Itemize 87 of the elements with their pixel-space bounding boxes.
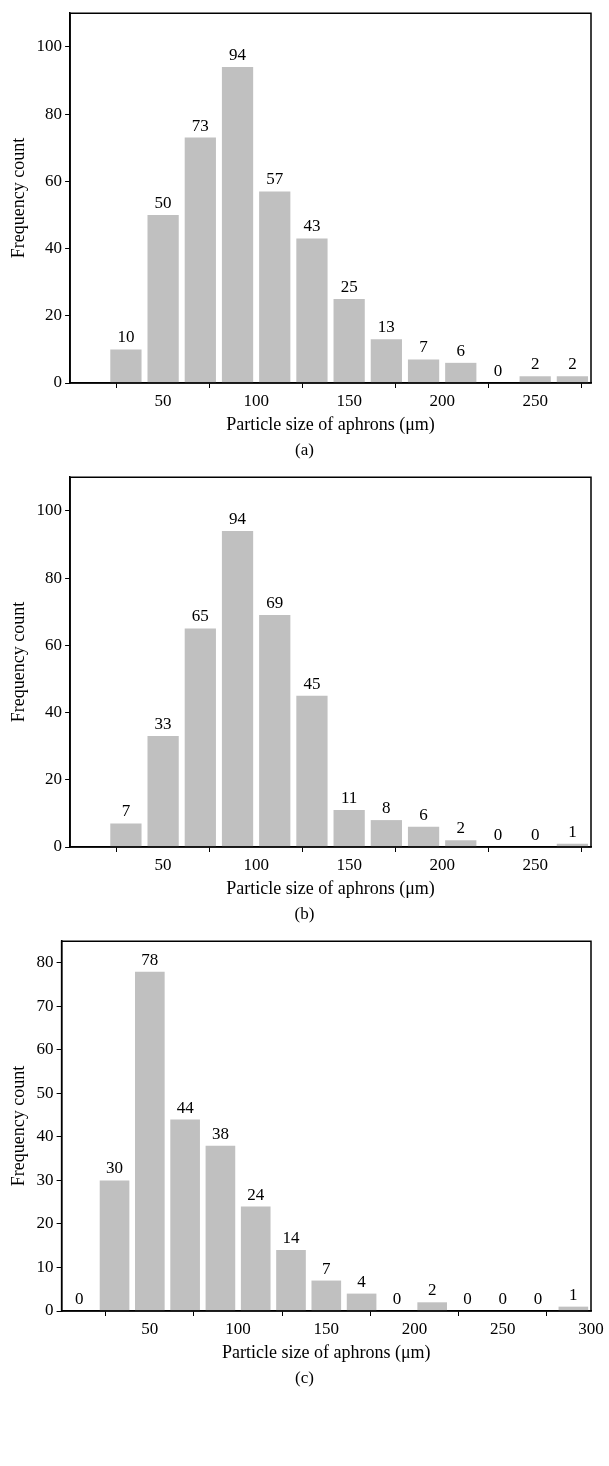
data-label: 7	[322, 1258, 332, 1278]
y-tick-label: 50	[36, 1082, 54, 1102]
y-tick-label: 80	[45, 103, 63, 123]
x-axis-title: Particle size of aphrons (μm)	[226, 413, 435, 435]
y-tick-label: 0	[53, 372, 63, 392]
data-label: 30	[106, 1158, 124, 1178]
data-label: 2	[568, 354, 577, 374]
x-tick-label: 200	[429, 390, 455, 410]
data-label: 2	[427, 1280, 437, 1300]
x-axis-title: Particle size of aphrons (μm)	[222, 1341, 431, 1363]
y-tick-label: 60	[45, 634, 63, 654]
data-label: 6	[419, 804, 428, 824]
x-tick-label: 100	[225, 1318, 251, 1338]
data-label: 14	[282, 1228, 301, 1248]
y-axis-title: Frequency count	[7, 137, 28, 259]
data-label: 24	[247, 1184, 265, 1204]
data-label: 38	[211, 1123, 229, 1143]
y-tick-label: 80	[36, 952, 54, 972]
data-label: 0	[493, 824, 503, 844]
y-tick-label: 0	[45, 1300, 54, 1320]
data-label: 2	[530, 354, 540, 374]
x-tick-label: 250	[522, 390, 548, 410]
data-label: 33	[154, 714, 172, 734]
x-tick-label: 50	[141, 1318, 159, 1338]
data-label: 0	[530, 824, 540, 844]
data-label: 73	[191, 115, 209, 135]
y-tick-label: 40	[36, 1126, 54, 1146]
data-label: 6	[456, 340, 466, 360]
data-label: 8	[382, 798, 391, 818]
y-tick-label: 20	[45, 305, 63, 325]
y-axis-title: Frequency count	[7, 601, 28, 723]
y-axis-title: Frequency count	[7, 1065, 28, 1187]
data-label: 25	[340, 276, 358, 296]
x-tick-label: 300	[578, 1318, 604, 1338]
text: (c)	[294, 1368, 315, 1389]
y-tick-label: 30	[36, 1169, 54, 1189]
data-label: 11	[340, 787, 358, 807]
data-label: 0	[392, 1288, 402, 1308]
y-tick-label: 100	[36, 36, 63, 56]
data-label: 65	[191, 606, 209, 626]
y-tick-label: 60	[45, 170, 63, 190]
text: (a)	[294, 440, 315, 461]
data-label: 44	[176, 1097, 195, 1117]
data-label: 78	[141, 949, 159, 969]
x-tick-label: 250	[490, 1318, 516, 1338]
data-label: 0	[493, 360, 503, 380]
y-tick-label: 60	[36, 1039, 54, 1059]
y-tick-label: 80	[45, 567, 63, 587]
y-tick-label: 100	[36, 500, 63, 520]
x-axis-title: Particle size of aphrons (μm)	[226, 877, 435, 899]
data-label: 50	[154, 192, 172, 212]
x-tick-label: 150	[313, 1318, 340, 1338]
x-tick-label: 250	[522, 854, 548, 874]
y-tick-label: 10	[36, 1256, 54, 1276]
y-tick-label: 40	[45, 702, 63, 721]
y-tick-label: 20	[45, 769, 63, 789]
x-tick-label: 100	[243, 854, 269, 874]
x-tick-label: 50	[154, 854, 172, 874]
data-label: 94	[229, 508, 247, 528]
y-tick-label: 70	[36, 995, 54, 1015]
data-label: 10	[117, 327, 135, 347]
data-label: 4	[357, 1271, 367, 1291]
data-label: 0	[498, 1288, 508, 1308]
x-tick-label: 150	[336, 854, 362, 874]
data-label: 0	[533, 1288, 543, 1308]
data-label: 43	[303, 216, 321, 236]
y-tick-label: 0	[53, 836, 63, 856]
x-tick-label: 150	[336, 390, 362, 410]
data-label: 1	[568, 821, 577, 841]
data-label: 1	[569, 1284, 578, 1304]
data-label: 57	[266, 169, 284, 189]
data-label: 7	[419, 337, 429, 357]
data-label: 45	[303, 673, 321, 693]
text: (b)	[293, 904, 316, 925]
x-tick-label: 50	[154, 390, 172, 410]
x-tick-label: 200	[401, 1318, 428, 1338]
data-label: 2	[456, 818, 466, 838]
x-tick-label: 100	[243, 390, 269, 410]
y-tick-label: 20	[36, 1213, 54, 1233]
data-label: 94	[229, 44, 247, 64]
data-label: 13	[377, 317, 395, 337]
data-label: 0	[75, 1288, 84, 1308]
x-tick-label: 200	[429, 854, 455, 874]
y-tick-label: 40	[45, 238, 63, 257]
data-label: 7	[121, 801, 131, 821]
data-label: 69	[266, 593, 284, 612]
data-label: 0	[463, 1288, 472, 1308]
